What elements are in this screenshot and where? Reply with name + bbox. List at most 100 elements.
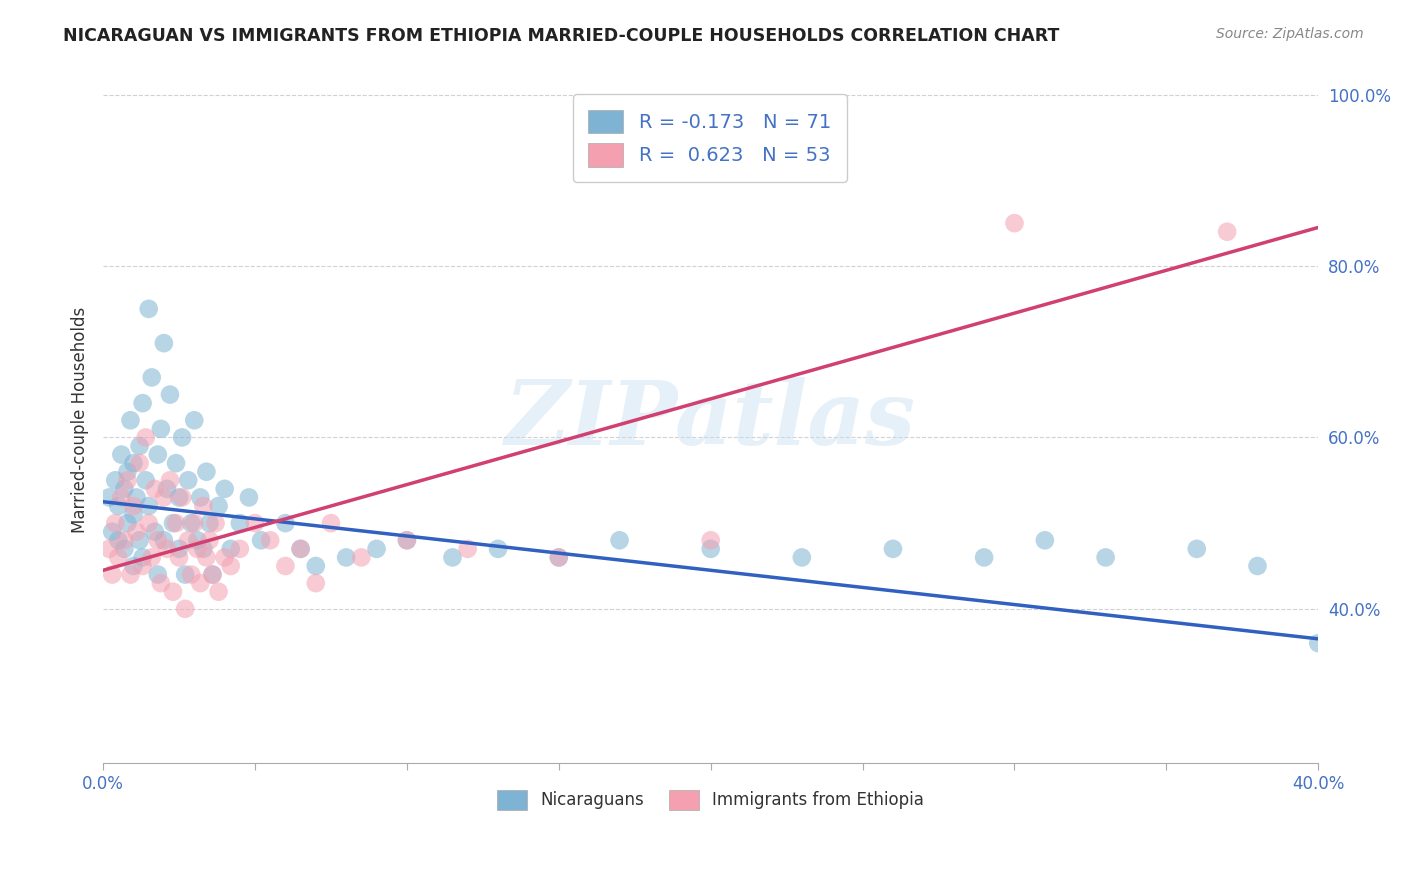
Point xyxy=(122,499,145,513)
Point xyxy=(112,541,135,556)
Point xyxy=(98,491,121,505)
Point xyxy=(128,456,150,470)
Point xyxy=(198,516,221,530)
Point xyxy=(172,430,194,444)
Point xyxy=(198,533,221,548)
Point xyxy=(167,550,190,565)
Point xyxy=(101,524,124,539)
Point xyxy=(290,541,312,556)
Point xyxy=(193,541,215,556)
Point xyxy=(186,533,208,548)
Point xyxy=(159,473,181,487)
Point xyxy=(274,559,297,574)
Point xyxy=(131,550,153,565)
Text: Source: ZipAtlas.com: Source: ZipAtlas.com xyxy=(1216,27,1364,41)
Point xyxy=(135,430,157,444)
Point xyxy=(547,550,569,565)
Point xyxy=(122,559,145,574)
Point xyxy=(135,473,157,487)
Point xyxy=(122,508,145,522)
Point xyxy=(146,533,169,548)
Point xyxy=(174,567,197,582)
Point xyxy=(201,567,224,582)
Point xyxy=(250,533,273,548)
Point xyxy=(104,473,127,487)
Point xyxy=(153,336,176,351)
Point xyxy=(243,516,266,530)
Point xyxy=(183,516,205,530)
Point xyxy=(350,550,373,565)
Point xyxy=(259,533,281,548)
Point xyxy=(177,533,200,548)
Point xyxy=(107,533,129,548)
Point xyxy=(167,491,190,505)
Text: ZIPatlas: ZIPatlas xyxy=(505,377,917,464)
Point xyxy=(117,465,139,479)
Point xyxy=(98,541,121,556)
Point xyxy=(457,541,479,556)
Point xyxy=(305,576,328,591)
Point xyxy=(122,456,145,470)
Point xyxy=(219,559,242,574)
Point xyxy=(141,370,163,384)
Point xyxy=(107,550,129,565)
Point xyxy=(180,516,202,530)
Point xyxy=(172,491,194,505)
Point xyxy=(193,499,215,513)
Point xyxy=(1308,636,1330,650)
Point xyxy=(1216,225,1239,239)
Point xyxy=(699,533,721,548)
Point xyxy=(162,584,184,599)
Point xyxy=(107,499,129,513)
Point xyxy=(101,567,124,582)
Point xyxy=(104,516,127,530)
Point xyxy=(186,541,208,556)
Point xyxy=(159,387,181,401)
Point xyxy=(143,524,166,539)
Point xyxy=(366,541,388,556)
Point xyxy=(335,550,357,565)
Point xyxy=(128,439,150,453)
Point xyxy=(441,550,464,565)
Point xyxy=(174,602,197,616)
Point xyxy=(112,533,135,548)
Point xyxy=(162,516,184,530)
Point xyxy=(973,550,995,565)
Point xyxy=(201,567,224,582)
Point xyxy=(165,456,187,470)
Point xyxy=(1033,533,1056,548)
Point xyxy=(188,576,211,591)
Point xyxy=(238,491,260,505)
Point xyxy=(547,550,569,565)
Point xyxy=(1094,550,1116,565)
Point xyxy=(141,550,163,565)
Point xyxy=(125,491,148,505)
Point xyxy=(156,541,179,556)
Point xyxy=(305,559,328,574)
Point xyxy=(195,550,218,565)
Point xyxy=(1004,216,1026,230)
Point xyxy=(1185,541,1208,556)
Point xyxy=(138,301,160,316)
Point xyxy=(117,516,139,530)
Point xyxy=(131,559,153,574)
Point xyxy=(274,516,297,530)
Point xyxy=(229,516,252,530)
Point xyxy=(188,491,211,505)
Point xyxy=(138,516,160,530)
Point xyxy=(110,448,132,462)
Legend: Nicaraguans, Immigrants from Ethiopia: Nicaraguans, Immigrants from Ethiopia xyxy=(484,776,938,823)
Point xyxy=(153,533,176,548)
Point xyxy=(153,491,176,505)
Point xyxy=(120,413,142,427)
Point xyxy=(165,516,187,530)
Point xyxy=(131,396,153,410)
Point xyxy=(112,482,135,496)
Point xyxy=(149,422,172,436)
Point xyxy=(128,533,150,548)
Point xyxy=(882,541,904,556)
Point xyxy=(177,473,200,487)
Point xyxy=(125,524,148,539)
Point xyxy=(395,533,418,548)
Point xyxy=(183,413,205,427)
